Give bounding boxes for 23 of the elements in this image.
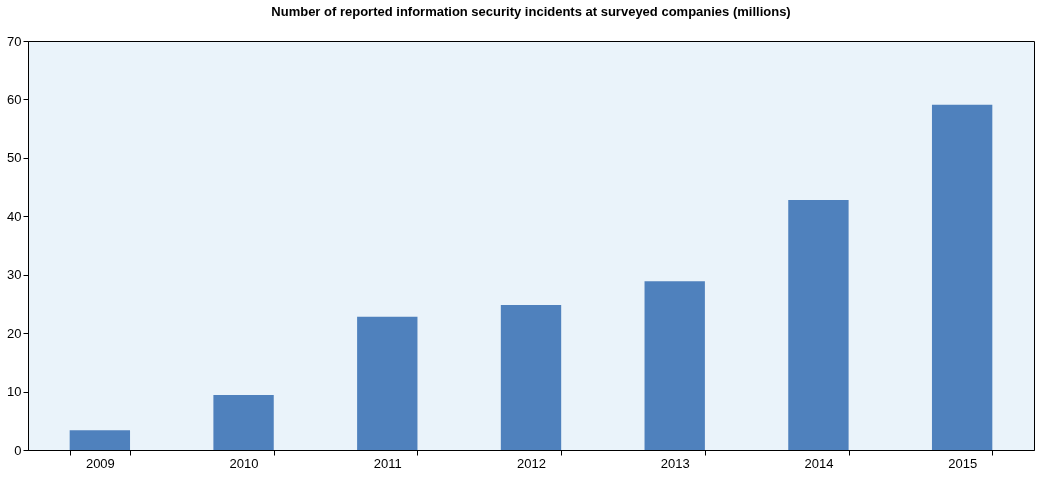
y-tick-label: 50 xyxy=(7,150,22,166)
x-tick-label: 2014 xyxy=(804,455,834,471)
y-tick-label: 20 xyxy=(7,325,22,341)
chart-title: Number of reported information security incidents at surveyed companies (millions) xyxy=(271,4,791,19)
x-tick-label: 2012 xyxy=(517,455,546,471)
bar xyxy=(357,316,418,450)
y-tick-label: 40 xyxy=(7,208,22,224)
x-tick-label: 2011 xyxy=(373,455,402,471)
y-tick-label: 60 xyxy=(7,91,22,107)
x-tick-label: 2015 xyxy=(948,455,978,471)
bar xyxy=(788,199,849,450)
x-tick-label: 2010 xyxy=(229,455,259,471)
bar xyxy=(931,104,993,450)
bar xyxy=(644,281,705,450)
bar xyxy=(500,305,562,450)
bar xyxy=(69,430,131,450)
x-tick-label: 2013 xyxy=(660,455,690,471)
bar xyxy=(213,395,274,450)
x-tick-label: 2009 xyxy=(85,455,115,471)
y-tick-label: 10 xyxy=(7,384,22,400)
y-tick-label: 70 xyxy=(7,33,22,49)
y-tick-label: 0 xyxy=(14,442,22,458)
y-tick-label: 30 xyxy=(7,267,22,283)
